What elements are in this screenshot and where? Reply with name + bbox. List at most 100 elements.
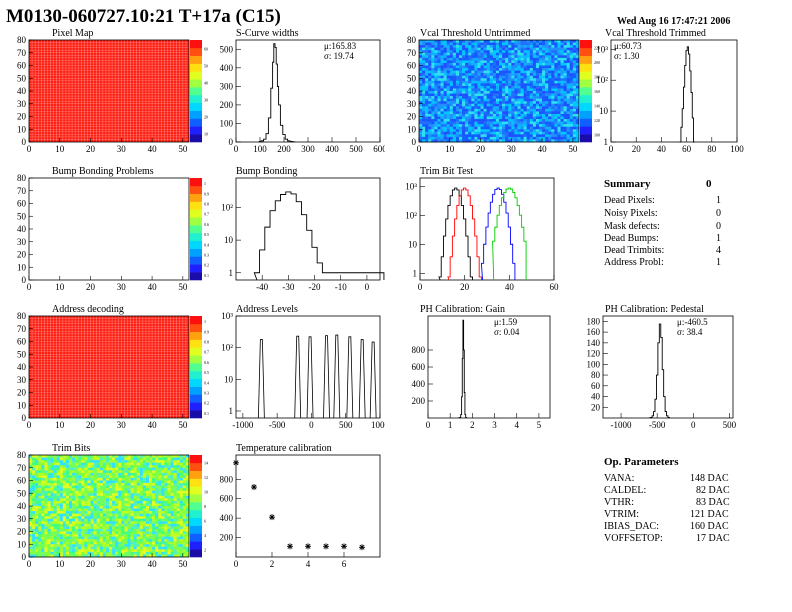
heatmap-cell (557, 103, 561, 107)
heatmap-cell (182, 546, 187, 550)
heatmap-cell (35, 513, 39, 517)
heatmap-cell (142, 521, 147, 525)
heatmap-cell (446, 101, 451, 105)
heatmap-cell (127, 485, 131, 489)
heatmap-cell (105, 467, 110, 471)
heatmap-cell (419, 78, 423, 82)
heatmap-cell (431, 124, 435, 127)
heatmap-cell (179, 511, 184, 514)
heatmap-cell (437, 139, 441, 143)
heatmap-cell (99, 546, 104, 550)
heatmap-cell (167, 480, 171, 484)
heatmap-cell (139, 457, 144, 461)
heatmap-cell (554, 108, 558, 112)
heatmap-cell (443, 134, 447, 138)
heatmap-cell (121, 465, 125, 469)
heatmap-cell (139, 546, 144, 550)
heatmap-cell (99, 480, 104, 484)
heatmap-cell (182, 549, 187, 553)
heatmap-cell (502, 52, 506, 56)
heatmap-cell (480, 83, 484, 87)
heatmap-cell (118, 534, 122, 537)
heatmap-cell (65, 541, 70, 545)
heatmap-cell (422, 42, 426, 46)
heatmap-cell (560, 42, 564, 46)
heatmap-cell (489, 96, 494, 99)
color-scale-band (190, 87, 202, 96)
heatmap-cell (511, 131, 515, 135)
heatmap-cell (455, 134, 460, 138)
heatmap-cell (50, 483, 54, 486)
heatmap-cell (155, 528, 159, 532)
heatmap-cell (486, 47, 491, 51)
heatmap-cell (124, 526, 128, 530)
heatmap-cell (115, 541, 119, 545)
heatmap-cell (526, 111, 531, 115)
heatmap-cell (446, 116, 451, 120)
heatmap-cell (167, 477, 171, 481)
heatmap-cell (526, 139, 531, 143)
heatmap-cell (29, 475, 33, 479)
heatmap-cell (50, 523, 54, 527)
heatmap-cell (502, 116, 506, 120)
color-scale-band (190, 323, 202, 332)
heatmap-cell (87, 477, 91, 481)
heatmap-cell (446, 73, 451, 76)
heatmap-cell (471, 101, 475, 105)
heatmap-cell (78, 534, 82, 537)
heatmap-cell (474, 50, 478, 54)
heatmap-cell (499, 119, 503, 122)
heatmap-cell (520, 108, 524, 112)
heatmap-cell (161, 521, 165, 525)
heatmap-cell (459, 108, 463, 112)
heatmap-cell (32, 455, 36, 458)
heatmap-cell (443, 121, 447, 125)
heatmap-cell (419, 73, 423, 76)
heatmap-cell (560, 103, 564, 107)
heatmap-cell (449, 57, 454, 61)
heatmap-cell (437, 85, 441, 89)
heatmap-cell (486, 80, 491, 84)
heatmap-cell (539, 47, 543, 51)
heatmap-cell (446, 45, 451, 48)
heatmap-cell (59, 493, 64, 497)
heatmap-cell (440, 78, 444, 82)
heatmap-cell (96, 534, 101, 537)
heatmap-cell (185, 511, 190, 514)
heatmap-cell (99, 455, 104, 458)
heatmap-cell (517, 47, 521, 51)
x-tick-label: 30 (117, 144, 127, 154)
heatmap-cell (529, 91, 534, 94)
heatmap-cell (133, 470, 137, 474)
heatmap-cells (29, 40, 189, 142)
heatmap-cell (90, 490, 94, 494)
heatmap-cell (455, 98, 460, 102)
heatmap-cell (170, 475, 174, 479)
heatmap-cell (560, 47, 564, 51)
heatmap-cell (455, 91, 460, 94)
heatmap-cell (145, 485, 150, 489)
heatmap-cell (130, 493, 134, 497)
heatmap-cell (145, 462, 150, 466)
heatmap-cell (145, 541, 150, 545)
heatmap-cell (431, 103, 435, 107)
heatmap-cell (149, 500, 153, 504)
heatmap-cell (152, 544, 156, 548)
heatmap-cell (422, 139, 426, 143)
heatmap-cell (502, 124, 506, 127)
heatmap-cell (455, 139, 460, 143)
heatmap-cell (167, 490, 171, 494)
heatmap-cell (452, 119, 457, 122)
heatmap-cell (532, 80, 537, 84)
heatmap-cell (477, 45, 481, 48)
heatmap-cell (563, 83, 567, 87)
heatmap-cell (539, 139, 543, 143)
heatmap-cell (499, 116, 503, 120)
heatmap-cell (112, 549, 116, 553)
heatmap-cell (425, 62, 429, 66)
heatmap-cell (99, 462, 104, 466)
heatmap-cell (59, 526, 64, 530)
heatmap-cell (130, 536, 134, 540)
heatmap-cell (572, 42, 577, 46)
color-scale-band (190, 209, 202, 218)
